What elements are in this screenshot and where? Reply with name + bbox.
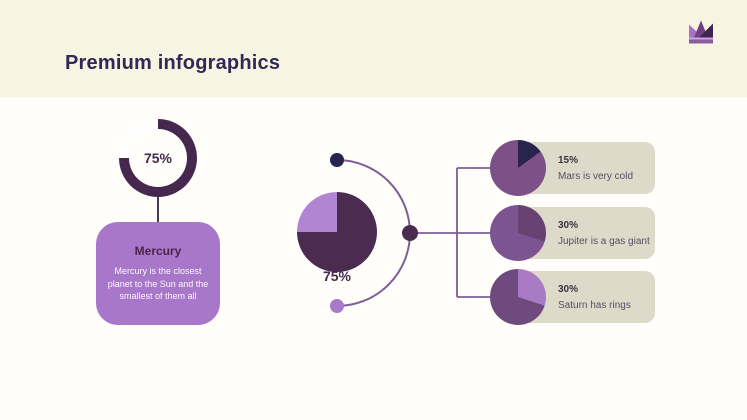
planet-label: Mars is very cold xyxy=(558,170,634,182)
donut-hole: 75% xyxy=(129,129,187,187)
mars-pie-chart xyxy=(490,140,546,196)
jupiter-pie-chart xyxy=(490,205,546,261)
arc-dot-right xyxy=(402,225,418,241)
center-pie-percent-label: 75% xyxy=(322,268,352,284)
mercury-card: Mercury Mercury is the closest planet to… xyxy=(96,222,220,325)
planet-label: Jupiter is a gas giant xyxy=(558,235,650,247)
header-band xyxy=(0,0,747,97)
mercury-donut-chart: 75% xyxy=(119,119,197,197)
planet-percent: 30% xyxy=(558,283,579,295)
mercury-card-title: Mercury xyxy=(134,244,182,258)
page-title: Premium infographics xyxy=(65,52,281,74)
planet-percent: 30% xyxy=(558,219,579,231)
planet-label: Saturn has rings xyxy=(558,299,631,311)
arc-dot-top xyxy=(330,153,344,167)
planet-percent: 15% xyxy=(558,154,579,166)
arc-dot-bottom xyxy=(330,299,344,313)
saturn-pie-chart xyxy=(490,269,546,325)
center-pie-chart xyxy=(297,192,377,272)
crown-icon xyxy=(689,20,713,44)
mercury-card-description: Mercury is the closest planet to the Sun… xyxy=(107,266,209,302)
donut-percent-label: 75% xyxy=(143,150,173,166)
